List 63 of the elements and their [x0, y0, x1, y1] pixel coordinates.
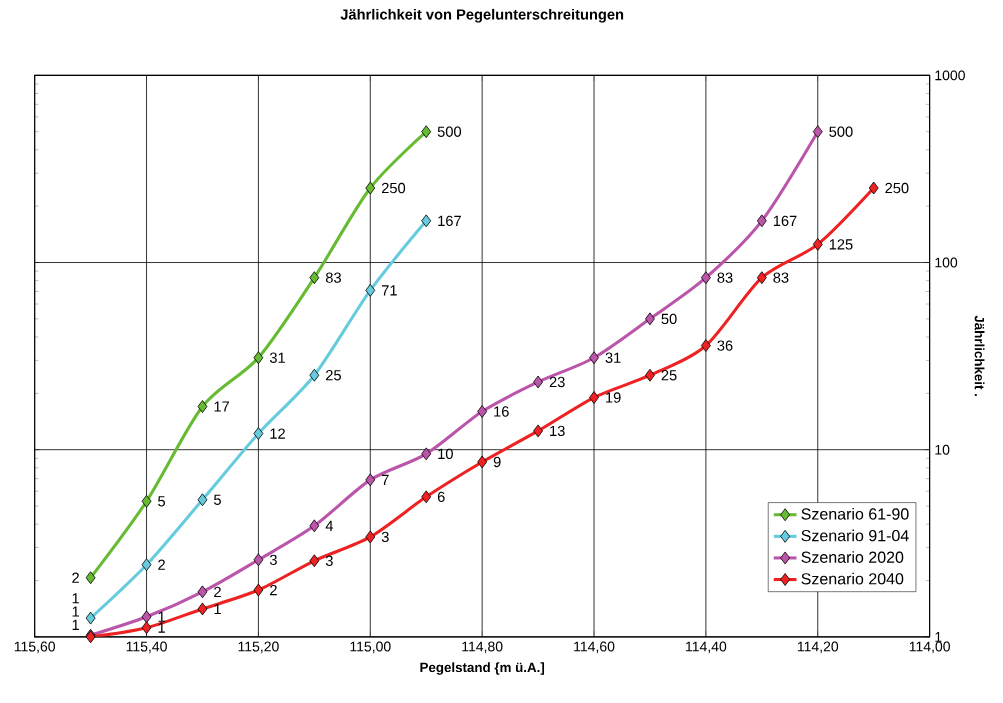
data-label: 2: [214, 586, 221, 598]
x-tick-label: 114,80: [462, 641, 503, 654]
data-label: 167: [773, 215, 797, 227]
data-label: 31: [605, 352, 621, 363]
data-label: 13: [550, 425, 565, 437]
x-tick-label: 115,60: [14, 641, 56, 654]
data-label: 1: [214, 603, 221, 615]
data-label: 1: [72, 593, 79, 604]
x-tick-label: 115,20: [238, 641, 279, 654]
x-tick-label: 114,60: [574, 641, 615, 654]
data-label: 83: [773, 272, 789, 283]
data-label: 16: [494, 406, 509, 417]
x-tick-label: 114,40: [686, 641, 727, 654]
x-axis-title: Pegelstand {m ü.A.]: [420, 662, 545, 675]
data-label: 2: [158, 559, 165, 570]
data-label: 4: [325, 520, 334, 531]
data-label: 1: [72, 606, 79, 617]
data-label: 2: [270, 584, 277, 596]
data-label: 6: [437, 491, 445, 503]
data-label: 167: [438, 215, 461, 227]
legend-label: Szenario 61-90: [801, 508, 909, 520]
data-label: 3: [381, 531, 389, 543]
data-label: 23: [549, 376, 565, 388]
data-label: 500: [437, 126, 462, 137]
data-label: 2: [72, 572, 79, 583]
data-label: 17: [214, 401, 229, 412]
data-label: 71: [381, 285, 397, 296]
data-label: 36: [717, 340, 733, 351]
data-label: 83: [325, 272, 341, 283]
legend-label: Szenario 91-04: [801, 529, 909, 542]
data-label: 9: [493, 456, 501, 468]
data-label: 10: [438, 448, 453, 460]
x-tick-label: 115,40: [126, 641, 167, 654]
data-label: 5: [158, 496, 166, 507]
data-label: 83: [717, 272, 733, 283]
data-label: 3: [325, 555, 333, 567]
data-label: 1: [158, 611, 165, 622]
data-label: 25: [661, 370, 677, 381]
y-tick-label: 1: [935, 632, 942, 642]
x-tick-label: 114,20: [797, 641, 839, 654]
legend-label: Szenario 2020: [801, 551, 904, 563]
chart-title: Jährlichkeit von Pegelunterschreitungen: [340, 8, 624, 23]
data-label: 250: [381, 182, 406, 194]
data-label: 7: [381, 474, 389, 485]
x-tick-label: 114,00: [909, 641, 950, 654]
data-label: 1: [72, 619, 79, 630]
data-label: 19: [606, 392, 621, 403]
y-axis-title: Jährlichkeit .: [974, 315, 985, 396]
legend-label: Szenario 2040: [801, 572, 904, 585]
data-label: 250: [885, 182, 909, 194]
data-label: 31: [269, 352, 285, 363]
data-label: 50: [661, 313, 677, 325]
data-label: 1: [158, 622, 165, 633]
x-tick-label: 115,00: [350, 641, 391, 654]
y-tick-label: 10: [935, 444, 950, 455]
data-label: 500: [829, 126, 853, 137]
y-tick-label: 1000: [935, 70, 965, 81]
data-label: 25: [326, 370, 341, 381]
data-label: 3: [269, 554, 277, 566]
data-label: 12: [270, 428, 285, 439]
y-tick-label: 100: [935, 257, 958, 268]
data-label: 125: [829, 239, 853, 250]
data-label: 5: [214, 494, 221, 505]
